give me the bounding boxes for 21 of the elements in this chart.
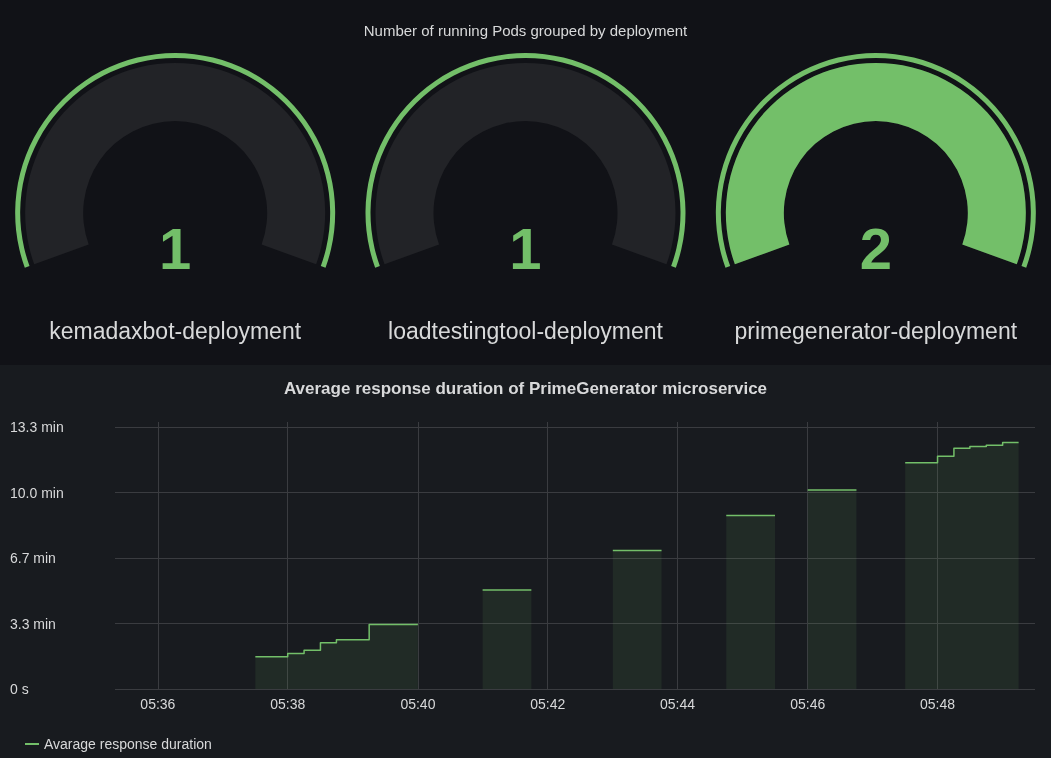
x-tick-label: 05:38 (270, 696, 306, 712)
category-label: primegenerator-deployment (734, 318, 1018, 344)
data-label: 1 (159, 215, 192, 281)
y-tick-label: 0 s (10, 681, 29, 697)
data-label: 1 (509, 215, 542, 281)
legend-label: Avarage response duration (44, 736, 212, 752)
y-tick-label: 3.3 min (10, 615, 56, 632)
x-tick-label: 05:44 (660, 696, 696, 712)
y-tick-label: 10.0 min (10, 484, 64, 501)
x-tick-label: 05:36 (140, 696, 176, 712)
data-label: 2 (859, 215, 892, 281)
y-tick-label: 13.3 min (10, 419, 64, 436)
x-tick-label: 05:40 (400, 696, 436, 712)
category-label: kemadaxbot-deployment (49, 318, 302, 344)
x-tick-label: 05:48 (920, 696, 956, 712)
x-tick-label: 05:46 (790, 696, 826, 712)
category-label: loadtestingtool-deployment (388, 318, 664, 344)
chart-title: Average response duration of PrimeGenerator microservice (283, 379, 768, 398)
y-tick-label: 6.7 min (10, 550, 56, 567)
x-tick-label: 05:42 (530, 696, 566, 712)
text: Number of running Pods grouped by deployment (363, 22, 689, 39)
